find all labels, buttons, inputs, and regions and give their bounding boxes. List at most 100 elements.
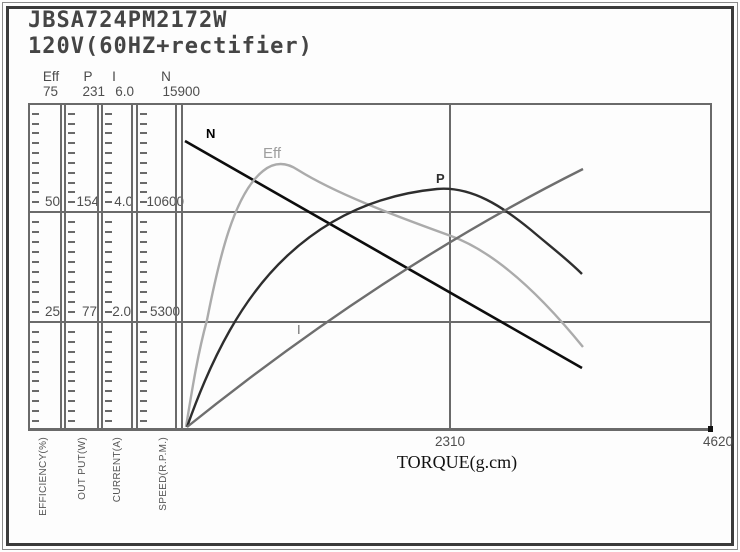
axis-minor-tick: [105, 350, 112, 353]
axis-minor-tick: [68, 311, 75, 313]
axis-minor-tick: [68, 231, 75, 233]
axis-minor-tick: [140, 340, 147, 343]
axis-minor-tick: [105, 161, 112, 164]
i-low-value: 2.0: [112, 304, 131, 319]
axis-minor-tick: [140, 271, 147, 273]
axis-minor-tick: [32, 301, 39, 303]
axis-minor-tick: [32, 221, 39, 223]
x-max-tick: [708, 426, 713, 432]
axis-minor-tick: [68, 191, 75, 194]
axis-minor-tick: [105, 261, 112, 263]
axis-minor-tick: [105, 370, 112, 373]
axis-minor-tick: [140, 261, 147, 263]
axis-minor-tick: [140, 251, 147, 253]
axis-header-n: N: [161, 69, 171, 84]
axis-minor-tick: [105, 191, 112, 194]
axis-minor-tick: [32, 251, 39, 253]
axis-minor-tick: [32, 330, 39, 333]
model-title: JBSA724PM2172W: [28, 8, 228, 33]
axis-minor-tick: [140, 231, 147, 233]
axis-minor-tick: [32, 112, 39, 115]
axis-minor-tick: [32, 340, 39, 343]
axis-minor-tick: [105, 221, 112, 223]
axis-minor-tick: [140, 152, 147, 155]
axis-minor-tick: [32, 261, 39, 263]
axis-minor-tick: [140, 360, 147, 363]
axis-minor-tick: [105, 400, 112, 403]
axis-column-efficiency: [28, 103, 62, 430]
axis-minor-tick: [105, 201, 112, 204]
axis-minor-tick: [32, 291, 39, 293]
eff-max-value: 75: [42, 84, 58, 99]
axis-minor-tick: [140, 350, 147, 353]
axis-minor-tick: [68, 112, 75, 115]
axis-minor-tick: [32, 360, 39, 363]
axis-minor-tick: [105, 281, 112, 283]
axis-minor-tick: [68, 350, 75, 353]
speed-axis-unit-label: SPEED(R.P.M.): [158, 437, 169, 511]
gridline-torque-2310: [449, 103, 451, 430]
axis-minor-tick: [140, 181, 147, 184]
axis-minor-tick: [140, 221, 147, 223]
x-tick-2310: 2310: [434, 434, 466, 449]
axis-minor-tick: [32, 350, 39, 353]
axis-minor-tick: [68, 390, 75, 393]
axis-minor-tick: [68, 171, 75, 174]
axis-minor-tick: [32, 191, 39, 194]
axis-minor-tick: [140, 311, 147, 313]
x-axis-title: TORQUE(g.cm): [396, 452, 518, 472]
axis-minor-tick: [68, 251, 75, 253]
axis-minor-tick: [140, 241, 147, 243]
axis-minor-tick: [105, 132, 112, 135]
axis-minor-tick: [105, 340, 112, 343]
axis-minor-tick: [32, 152, 39, 155]
chart-top-border: [28, 103, 712, 105]
axis-minor-tick: [140, 380, 147, 383]
axis-minor-tick: [105, 311, 112, 313]
axis-minor-tick: [140, 161, 147, 164]
power-curve-label: P: [436, 171, 445, 186]
axis-minor-tick: [32, 410, 39, 413]
axis-minor-tick: [140, 281, 147, 283]
axis-minor-tick: [68, 201, 75, 204]
axis-minor-tick: [140, 420, 147, 423]
axis-minor-tick: [32, 271, 39, 273]
axis-minor-tick: [105, 330, 112, 333]
axis-minor-tick: [105, 360, 112, 363]
axis-minor-tick: [68, 281, 75, 283]
axis-minor-tick: [105, 152, 112, 155]
axis-minor-tick: [32, 311, 39, 313]
axis-minor-tick: [105, 390, 112, 393]
axis-minor-tick: [68, 132, 75, 135]
axis-minor-tick: [32, 161, 39, 164]
axis-minor-tick: [105, 420, 112, 423]
axis-minor-tick: [32, 181, 39, 184]
axis-minor-tick: [32, 420, 39, 423]
axis-column-speed: [136, 103, 177, 430]
current-axis-unit-label: CURRENT(A): [112, 437, 123, 503]
axis-minor-tick: [68, 221, 75, 223]
axis-minor-tick: [105, 271, 112, 273]
p-max-value: 231: [82, 84, 105, 99]
axis-minor-tick: [68, 271, 75, 273]
axis-minor-tick: [140, 291, 147, 293]
axis-minor-tick: [140, 390, 147, 393]
axis-minor-tick: [105, 112, 112, 115]
axis-minor-tick: [68, 340, 75, 343]
plot-area: [181, 103, 712, 430]
axis-minor-tick: [105, 291, 112, 293]
axis-minor-tick: [68, 261, 75, 263]
axis-minor-tick: [140, 122, 147, 125]
axis-minor-tick: [140, 132, 147, 135]
efficiency-axis-unit-label: EFFICIENCY(%): [38, 437, 49, 516]
axis-minor-tick: [32, 400, 39, 403]
axis-minor-tick: [105, 251, 112, 253]
axis-minor-tick: [32, 241, 39, 243]
p-low-value: 77: [81, 304, 97, 319]
axis-minor-tick: [32, 281, 39, 283]
i-mid-value: 4.0: [114, 194, 133, 209]
axis-minor-tick: [68, 122, 75, 125]
axis-minor-tick: [32, 370, 39, 373]
axis-minor-tick: [32, 132, 39, 135]
axis-minor-tick: [140, 400, 147, 403]
